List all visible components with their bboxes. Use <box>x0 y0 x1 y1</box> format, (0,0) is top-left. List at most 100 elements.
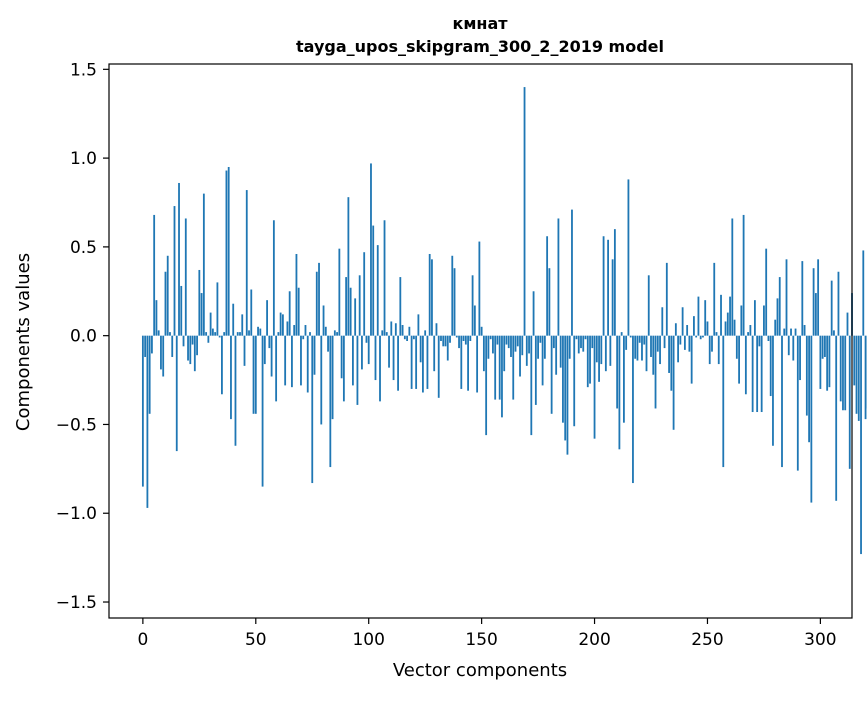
bar-61 <box>280 313 282 336</box>
bar-101 <box>370 163 372 335</box>
bar-92 <box>350 288 352 336</box>
bar-124 <box>422 336 424 393</box>
bar-317 <box>858 336 860 421</box>
bar-29 <box>207 336 209 343</box>
bar-105 <box>379 336 381 402</box>
bar-318 <box>860 336 862 554</box>
bar-207 <box>609 336 611 366</box>
bar-44 <box>241 314 243 335</box>
bar-126 <box>427 336 429 389</box>
y-tick-label: 1.5 <box>70 60 97 80</box>
y-tick-label: −1.0 <box>56 504 97 524</box>
bar-28 <box>205 332 207 336</box>
bar-65 <box>289 291 291 335</box>
bar-237 <box>677 336 679 363</box>
bar-224 <box>648 275 650 335</box>
bar-91 <box>347 197 349 335</box>
bar-19 <box>185 218 187 335</box>
bar-16 <box>178 183 180 336</box>
bar-129 <box>433 336 435 372</box>
bar-210 <box>616 336 618 409</box>
bar-297 <box>813 268 815 335</box>
bar-137 <box>451 256 453 336</box>
bar-201 <box>596 336 598 363</box>
bar-103 <box>375 336 377 380</box>
x-tick-label: 200 <box>578 630 610 650</box>
bar-278 <box>770 336 772 396</box>
bar-27 <box>203 194 205 336</box>
bar-209 <box>614 229 616 336</box>
bar-120 <box>413 336 415 340</box>
bar-76 <box>314 336 316 375</box>
bar-24 <box>196 336 198 356</box>
bar-255 <box>718 336 720 364</box>
bar-253 <box>713 263 715 336</box>
bar-145 <box>469 336 471 341</box>
bar-311 <box>844 336 846 411</box>
bar-279 <box>772 336 774 446</box>
bar-153 <box>488 336 490 359</box>
bar-265 <box>740 305 742 335</box>
bar-160 <box>503 336 505 372</box>
bar-30 <box>210 313 212 336</box>
bar-179 <box>546 236 548 335</box>
bar-154 <box>490 336 492 340</box>
bar-111 <box>393 336 395 380</box>
x-tick-label: 150 <box>465 630 497 650</box>
bar-249 <box>704 300 706 336</box>
bar-214 <box>625 336 627 350</box>
bar-175 <box>537 336 539 359</box>
bar-161 <box>506 336 508 345</box>
bar-10 <box>165 272 167 336</box>
bar-133 <box>442 336 444 347</box>
bar-114 <box>399 277 401 336</box>
bar-38 <box>228 167 230 336</box>
bar-213 <box>623 336 625 423</box>
bar-215 <box>628 179 630 335</box>
bar-286 <box>788 336 790 356</box>
bar-0 <box>142 336 144 487</box>
chart-title-line-2: tayga_upos_skipgram_300_2_2019 model <box>296 37 664 56</box>
bar-157 <box>497 336 499 345</box>
bar-54 <box>264 336 266 364</box>
bar-130 <box>436 323 438 335</box>
bar-108 <box>386 332 388 336</box>
bar-177 <box>542 336 544 386</box>
bar-163 <box>510 336 512 357</box>
bar-204 <box>603 236 605 335</box>
bar-45 <box>244 336 246 366</box>
bar-6 <box>156 300 158 336</box>
bar-12 <box>169 332 171 336</box>
bar-299 <box>817 259 819 335</box>
bar-138 <box>454 268 456 335</box>
bar-193 <box>578 336 580 354</box>
bar-168 <box>521 336 523 356</box>
bar-36 <box>223 332 225 336</box>
bar-186 <box>562 336 564 423</box>
bar-13 <box>171 336 173 357</box>
bar-39 <box>230 336 232 419</box>
bar-176 <box>539 336 541 343</box>
bar-222 <box>643 336 645 345</box>
bar-142 <box>463 336 465 341</box>
bar-121 <box>415 336 417 389</box>
bar-71 <box>302 336 304 340</box>
bar-293 <box>804 325 806 336</box>
bar-83 <box>329 336 331 467</box>
bar-264 <box>738 336 740 384</box>
bar-82 <box>327 336 329 352</box>
bar-238 <box>679 336 681 345</box>
bar-285 <box>786 259 788 335</box>
bar-195 <box>582 336 584 352</box>
bar-171 <box>528 336 530 354</box>
bar-274 <box>761 336 763 412</box>
bar-46 <box>246 190 248 336</box>
bar-271 <box>754 300 756 336</box>
bar-259 <box>727 313 729 336</box>
bar-125 <box>424 330 426 335</box>
bar-109 <box>388 336 390 368</box>
chart-title-line-1: кмнат <box>452 14 508 33</box>
bar-262 <box>734 320 736 336</box>
bar-102 <box>372 226 374 336</box>
